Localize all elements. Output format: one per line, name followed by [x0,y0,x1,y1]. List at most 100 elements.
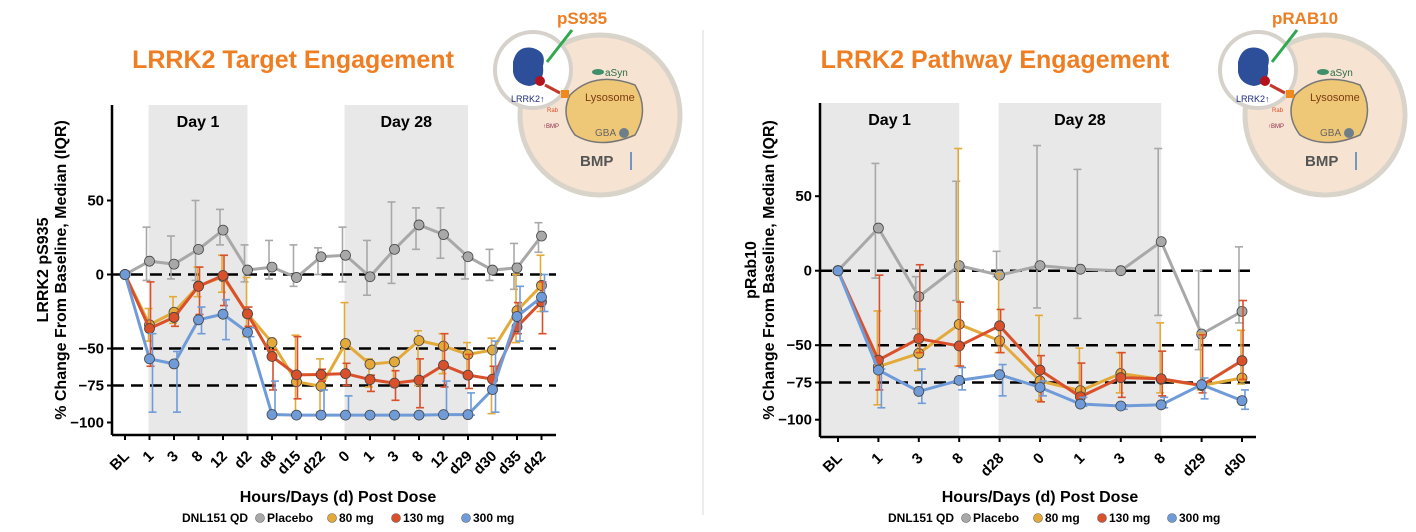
legend-label: Placebo [267,511,313,525]
series-300-mg [832,265,1249,412]
asyn-icon [1317,69,1329,75]
data-point [913,385,925,397]
green-arrow-icon [545,29,574,63]
y-tick-label: −100 [70,415,104,432]
x-tick-label: d30 [1220,450,1250,480]
arrow-icon [1269,83,1286,95]
rab-label: Rab [1272,108,1284,114]
y-tick-label: 0 [96,267,104,284]
y-tick-label: −75 [79,378,104,395]
data-point [873,222,884,234]
plot-area: Day 1 Day 28 50 0 −50 −75 −100 BL 1 3 8 d28 0 1 3 8 d29 d… [778,103,1256,480]
legend-marker [961,513,971,523]
data-point [340,249,351,261]
marker-label: pS935 [557,9,607,28]
x-tick-label: 12 [207,448,231,472]
data-point [413,335,425,346]
y-tick-label: −75 [787,374,812,391]
x-tick-label: 8 [409,448,427,466]
y-tick-label: 50 [87,193,104,210]
band-label: Day 1 [177,114,220,131]
asyn-icon [592,69,604,75]
x-tick-label: 1 [1070,450,1088,468]
x-tick-label: 0 [1030,450,1048,468]
legend-label: 300 mg [1179,511,1220,525]
data-point [315,369,327,380]
y-axis-label-2: % Change From Baseline, Median (IQR) [761,120,778,420]
phospho-icon [535,76,545,86]
data-point [364,271,376,283]
data-point [389,377,400,389]
gba-label: GBA [1320,128,1341,139]
y-tick-label: −100 [778,412,812,429]
data-point [340,368,351,380]
band-label: Day 1 [868,112,911,129]
legend-prefix: DNL151 QD [888,511,954,525]
data-point [953,318,965,330]
asyn-label: aSyn [1330,68,1353,79]
band-label: Day 28 [380,114,432,131]
lysosome-icon [1290,78,1369,144]
lysosome-label: Lysosome [585,92,635,104]
phospho-icon [1260,76,1270,86]
data-point [487,384,498,395]
data-point [413,219,425,231]
marker-label: pRAB10 [1272,9,1338,28]
legend-marker [255,513,265,523]
x-tick-label: 1 [868,450,886,468]
series-line [123,274,543,417]
data-point [119,269,131,280]
legend-label: 130 mg [403,511,444,525]
rab-icon [561,90,569,98]
lrrk2-pathway-diagram: Lysosome aSyn GBA Rab ↑BMP BMP LRRK2↑ pRAB10 [1218,9,1408,198]
chart-title: LRRK2 Pathway Engagement [821,46,1170,74]
data-point [953,340,965,352]
x-tick-label: 8 [188,448,206,466]
data-point [1236,372,1248,384]
series-placebo [119,199,547,297]
data-point [340,409,351,421]
data-point [168,258,180,270]
data-point [438,409,449,421]
x-tick-label: d29 [1179,450,1209,480]
x-tick-label: d15 [274,448,304,478]
bmp-small-label: ↑BMP [543,124,559,130]
data-point [1155,373,1167,385]
gba-icon [1344,128,1354,138]
data-point [1155,236,1167,248]
bmp-small-label: ↑BMP [1268,124,1284,130]
legend: DNL151 QD Placebo 80 mg 130 mg 300 mg [888,511,1220,525]
data-point [242,308,253,320]
x-tick-label: 8 [1151,450,1169,468]
x-tick-label: BL [107,448,133,474]
data-point [193,314,204,326]
data-point [364,358,376,370]
legend-label: 80 mg [1045,511,1080,525]
legend-label: 80 mg [339,511,374,525]
data-point [487,264,498,276]
data-point [1075,398,1086,410]
data-point [462,251,474,263]
data-point [1115,372,1127,384]
x-tick-label: d42 [519,448,549,478]
lrrk2-label: LRRK2↑ [511,94,545,104]
bmp-label: BMP [1305,153,1338,170]
data-point [511,262,523,274]
data-point [291,272,302,283]
lysosome-icon [565,78,644,144]
data-point [193,280,204,292]
data-point [462,409,474,421]
data-point [389,409,400,421]
data-point [1115,400,1127,412]
legend-marker [1033,513,1043,523]
target-engagement-panel: LRRK2 Target Engagement Day 1 Day 28 50 0 −5… [35,46,556,525]
x-tick-label: 3 [909,450,927,468]
data-point [266,351,278,362]
data-point [144,353,155,365]
data-point [1236,355,1248,367]
rab-icon [1286,90,1294,98]
x-tick-label: d2 [231,448,255,472]
lrrk2-protein-icon [1238,47,1269,86]
data-point [438,359,449,371]
